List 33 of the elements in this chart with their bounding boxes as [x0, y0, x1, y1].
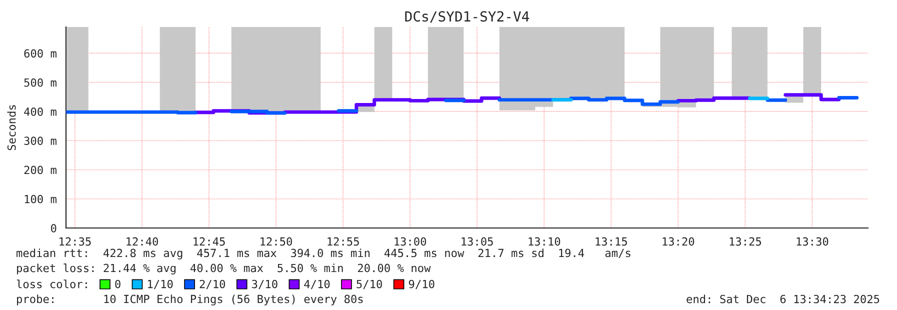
x-tick-label: 12:55	[328, 237, 359, 246]
y-axis-title: Seconds	[7, 105, 16, 150]
y-tick-label: 300 m	[24, 136, 56, 146]
legend-label: 4/10	[304, 280, 330, 290]
x-tick-label: 12:35	[60, 237, 91, 246]
text: packet loss: 21.44 % avg 40.00 % max 5.50 % min 20.00 % now	[17, 264, 431, 274]
y-tick-label: 600 m	[24, 49, 56, 58]
x-tick-label: 12:50	[260, 237, 292, 246]
x-tick-label: 12:40	[126, 237, 158, 246]
text: median rtt: 422.8 ms avg 457.1 ms max 394.0 ms min 445.5 ms now 21.7 ms sd 19.4 am/s	[16, 248, 630, 260]
x-tick-label: 13:00	[394, 237, 426, 246]
x-tick-label: 13:30	[796, 237, 828, 246]
y-tick-label: 200 m	[24, 166, 56, 174]
legend-label: 1/10	[148, 280, 173, 290]
y-tick-label: 500 m	[24, 78, 56, 87]
legend-label: 3/10	[252, 280, 278, 290]
y-tick-label: 0	[51, 224, 56, 232]
chart-title: DCs/SYD1-SY2-V4	[405, 11, 530, 23]
legend-label: 9/10	[408, 280, 434, 290]
x-tick-label: 13:10	[528, 237, 560, 246]
legend-title: loss color:	[16, 280, 87, 288]
text: probe: 10 ICMP Echo Pings (56 Bytes) every 80s	[17, 294, 363, 306]
x-tick-label: 12:45	[194, 237, 225, 246]
legend-label: 0	[115, 280, 120, 288]
legend-label: 2/10	[200, 280, 226, 290]
y-tick-label: 100 m	[24, 194, 56, 204]
y-tick-label: 400 m	[24, 107, 56, 116]
x-tick-label: 13:25	[730, 237, 762, 246]
x-tick-label: 13:15	[596, 237, 627, 246]
text: end: Sat Dec 6 13:34:23 2025	[686, 294, 880, 304]
x-tick-label: 13:05	[462, 237, 493, 246]
legend-label: 5/10	[356, 280, 382, 290]
x-tick-label: 13:20	[662, 237, 694, 246]
